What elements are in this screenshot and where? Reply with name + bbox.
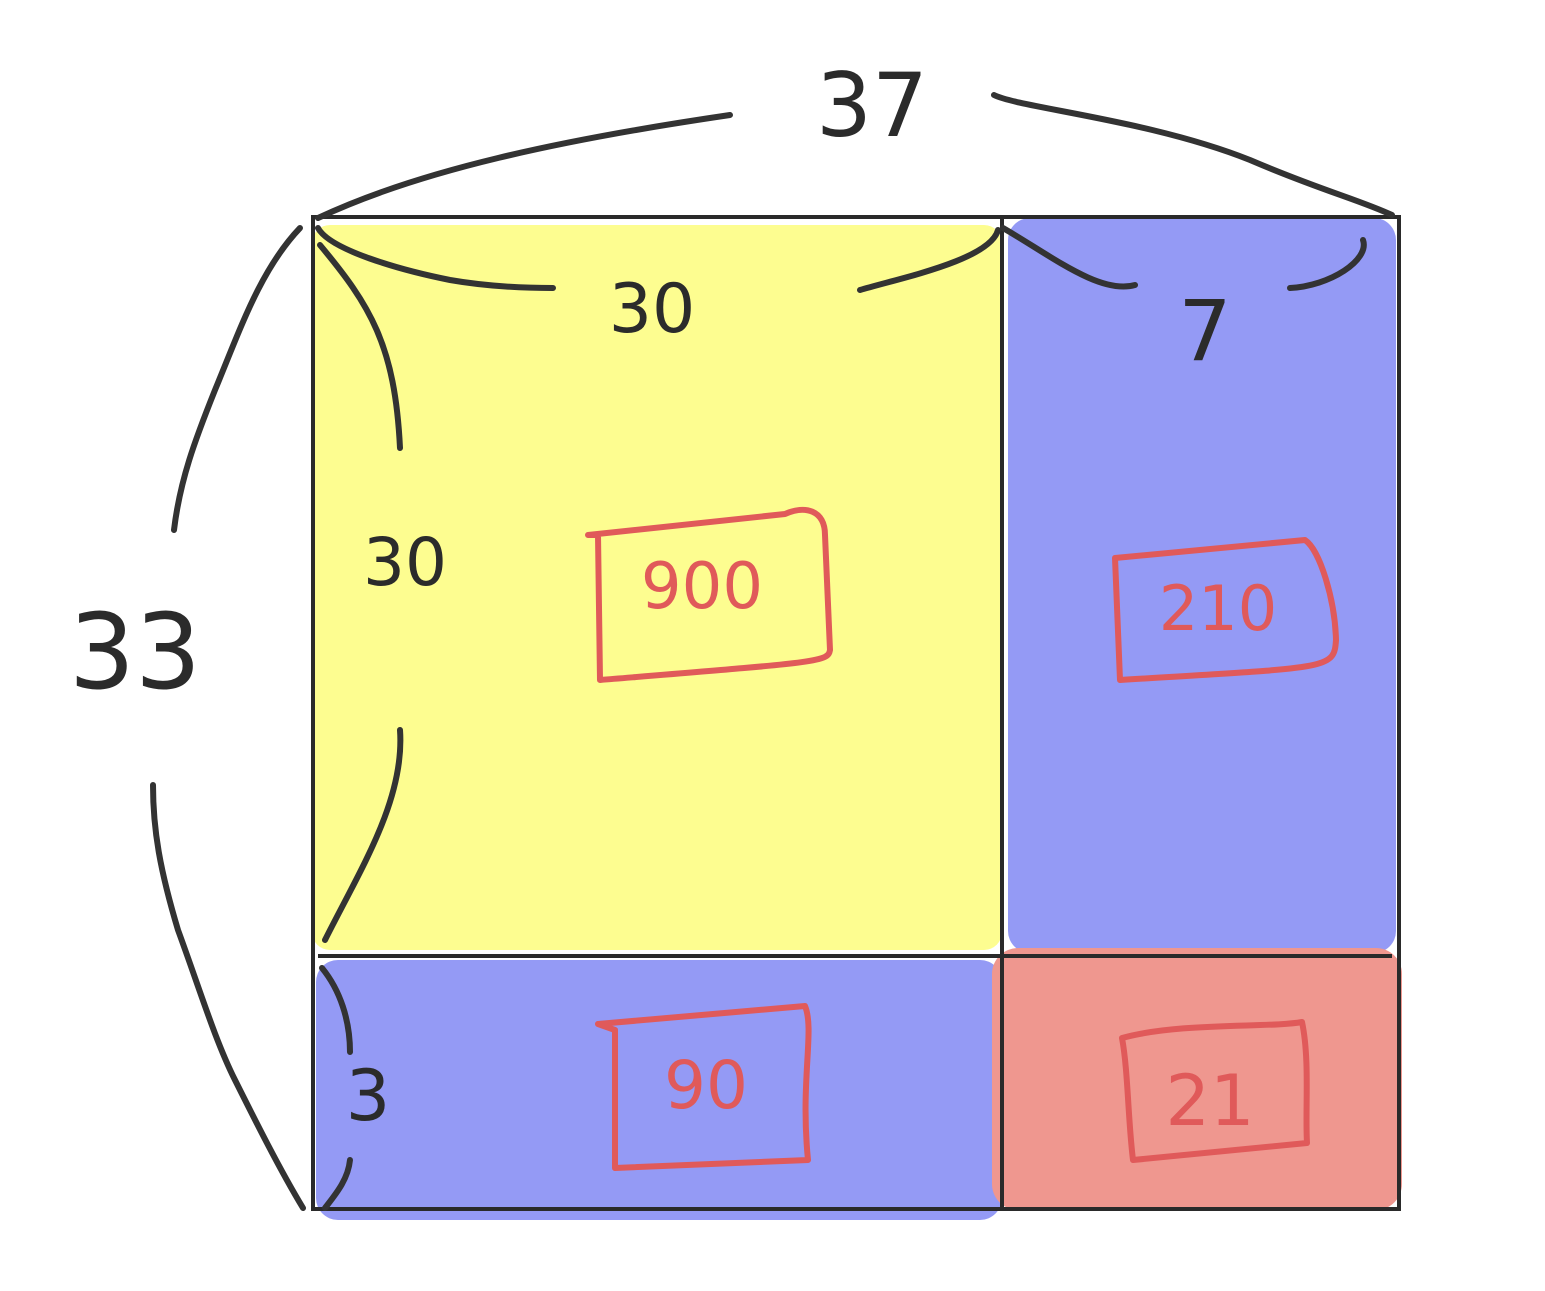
label-total-height: 33 — [69, 591, 201, 713]
region-top-left-yellow — [312, 225, 1002, 950]
outer-frame — [311, 215, 1401, 1211]
brace-height-3-top — [319, 965, 353, 1055]
region-top-right-blue — [1008, 218, 1396, 953]
brace-width-30-left — [315, 225, 556, 291]
brace-total-height-top — [171, 225, 303, 533]
product-box-210 — [1112, 537, 1339, 683]
brace-total-height-bottom — [150, 782, 306, 1211]
label-total-width: 37 — [816, 54, 928, 157]
brace-height-30-bottom — [322, 727, 404, 943]
product-label-900: 900 — [641, 550, 763, 624]
brace-width-7-right — [1287, 237, 1367, 291]
brace-total-width-right — [991, 92, 1395, 218]
label-height-30: 30 — [363, 524, 447, 601]
product-box-90 — [595, 1003, 812, 1171]
brace-width-30-right — [857, 227, 1001, 293]
product-box-21 — [1119, 1019, 1310, 1163]
brace-height-30-top — [317, 242, 403, 451]
label-width-7: 7 — [1178, 282, 1231, 380]
brace-height-3-bottom — [322, 1157, 353, 1211]
product-label-90: 90 — [664, 1047, 748, 1124]
label-width-30: 30 — [609, 270, 696, 349]
brace-total-width-left — [315, 112, 733, 221]
product-box-900 — [585, 506, 833, 683]
label-height-3: 3 — [346, 1055, 391, 1137]
region-bottom-left-blue — [316, 960, 1002, 1220]
product-label-210: 210 — [1159, 572, 1277, 645]
product-label-21: 21 — [1165, 1060, 1254, 1142]
brace-width-7-left — [1000, 225, 1138, 290]
